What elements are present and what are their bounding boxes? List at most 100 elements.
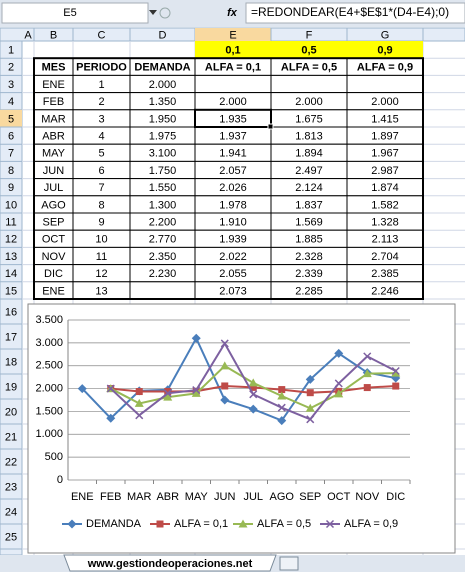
legend-marker	[156, 520, 164, 528]
cell-text: 1.939	[219, 234, 247, 246]
series-marker	[248, 404, 258, 414]
cell-text: 5	[98, 148, 104, 160]
name-box[interactable]	[1, 2, 149, 24]
cell-text: 2.026	[219, 182, 247, 194]
header-text: DEMANDA	[134, 62, 190, 74]
cell-text: 2.385	[371, 268, 399, 280]
col-header: F	[306, 29, 313, 41]
y-tick-label: 3.500	[35, 314, 63, 326]
chart-area	[27, 303, 456, 554]
cell-text: 1.569	[295, 217, 323, 229]
series-marker	[249, 383, 257, 391]
fx-button[interactable]: fx	[227, 7, 238, 19]
header-text: PERIODO	[76, 62, 127, 74]
series-marker	[135, 411, 144, 420]
x-tick-label: OCT	[327, 491, 351, 503]
cell-text: 1	[98, 79, 104, 91]
alpha-value: 0,5	[301, 45, 316, 57]
cell-text: JUL	[44, 182, 64, 194]
x-tick-label: ENE	[71, 491, 94, 503]
header-text: ALFA = 0,5	[281, 62, 337, 74]
formula-box[interactable]	[245, 2, 465, 24]
legend-marker	[325, 519, 335, 529]
cell-text: 2.124	[295, 182, 323, 194]
fill-handle	[267, 123, 274, 130]
data-cell	[129, 281, 196, 300]
row-header: 5	[8, 113, 14, 125]
row-header: 22	[5, 456, 17, 468]
cell-text: OCT	[42, 234, 66, 246]
legend-marker	[238, 519, 248, 528]
series-marker	[305, 374, 315, 384]
cell-text: JUN	[43, 165, 64, 177]
row-header: 14	[5, 268, 17, 280]
cell-text: 1.582	[371, 199, 399, 211]
sheet-tab	[63, 554, 277, 572]
y-tick-label: 0	[57, 474, 63, 486]
series-line	[81, 336, 396, 422]
series-marker	[363, 352, 372, 361]
cell-text: 2.022	[219, 251, 247, 263]
y-tick-label: 1.500	[35, 405, 63, 417]
data-cell	[346, 74, 424, 94]
col-header: C	[98, 29, 106, 41]
series-marker	[392, 382, 400, 390]
row-header: 20	[5, 406, 17, 418]
row-header: 7	[8, 148, 14, 160]
formula-text: =REDONDEAR(E4+$E$1*(D4-E4);0)	[251, 5, 449, 19]
cell-text: 1.874	[371, 182, 399, 194]
series-marker	[334, 389, 344, 398]
series-marker	[221, 382, 229, 390]
cell-text: 1.750	[149, 165, 177, 177]
active-cell	[194, 108, 272, 129]
row-header: 25	[5, 531, 17, 543]
col-header: A	[24, 29, 32, 41]
cell-text: 2.000	[149, 79, 177, 91]
series-marker	[191, 333, 201, 343]
row-header: 23	[5, 481, 17, 493]
cell-text: 1.950	[149, 113, 177, 125]
row-header: 13	[5, 251, 17, 263]
col-header: E	[229, 29, 236, 41]
selected-row-header	[0, 109, 22, 127]
series-marker	[77, 384, 87, 394]
row-header: 2	[8, 62, 14, 74]
row-header: 19	[5, 381, 17, 393]
cell-text: 2.113	[372, 234, 399, 246]
cell-text: 1.415	[371, 113, 399, 125]
row-header: 18	[5, 356, 17, 368]
cell-text: 2	[98, 96, 104, 108]
row-header: 12	[5, 234, 17, 246]
x-tick-label: NOV	[355, 491, 380, 503]
row-header: 4	[8, 96, 14, 108]
row-header: 24	[5, 506, 17, 518]
row-header: 8	[8, 165, 14, 177]
alpha-cell	[195, 41, 271, 59]
row-header: 15	[5, 285, 17, 297]
cell-text: 1.910	[219, 217, 247, 229]
cell-text: SEP	[42, 217, 64, 229]
row-header: 17	[5, 331, 17, 343]
sheet-tab-label: www.gestiondeoperaciones.net	[87, 558, 253, 570]
x-tick-label: MAR	[127, 491, 152, 503]
cell-text: MAR	[41, 113, 66, 125]
series-marker	[334, 379, 343, 388]
y-tick-label: 2.000	[35, 382, 63, 394]
row-header: 6	[8, 131, 14, 143]
cell-text: 2.350	[149, 251, 177, 263]
cell-text: AGO	[41, 199, 66, 211]
data-cell	[270, 74, 348, 94]
cell-text: ENE	[42, 79, 65, 91]
row-header: 9	[8, 182, 14, 194]
row-header: 3	[8, 79, 14, 91]
cell-text: ENE	[42, 285, 65, 297]
cell-text: 11	[96, 251, 107, 263]
col-header: G	[381, 29, 390, 41]
series-marker	[163, 392, 173, 401]
header-text: ALFA = 0,9	[357, 62, 413, 74]
series-marker	[277, 416, 287, 426]
cell-text: 1.941	[219, 148, 247, 160]
name-box-arrow[interactable]	[149, 10, 157, 15]
y-tick-label: 500	[45, 451, 63, 463]
cell-text: 2.200	[149, 217, 177, 229]
